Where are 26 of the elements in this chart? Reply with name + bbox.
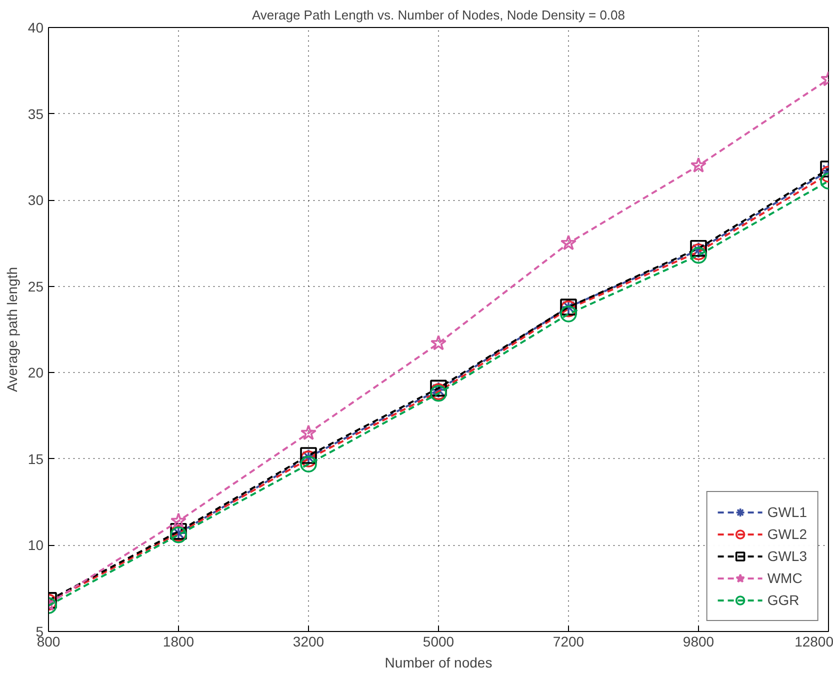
point bbox=[300, 456, 317, 472]
x-axis-title: Number of nodes bbox=[384, 654, 492, 670]
x-tick-label: 7200 bbox=[552, 634, 584, 650]
legend-label: WMC bbox=[767, 570, 802, 586]
legend-label: GWL1 bbox=[767, 504, 807, 520]
y-tick-label: 40 bbox=[28, 20, 44, 36]
legend-label: GGR bbox=[767, 592, 800, 608]
y-tick-label: 25 bbox=[28, 278, 44, 294]
point bbox=[560, 306, 577, 322]
point bbox=[300, 424, 317, 440]
y-tick-label: 35 bbox=[28, 106, 44, 122]
legend-label: GWL2 bbox=[767, 526, 807, 542]
x-tick-label: 5000 bbox=[422, 634, 454, 650]
chart-title: Average Path Length vs. Number of Nodes, Node Density = 0.08 bbox=[252, 8, 626, 22]
y-tick-label: 20 bbox=[28, 364, 44, 381]
point bbox=[560, 234, 577, 250]
y-tick-label: 10 bbox=[28, 537, 44, 554]
x-tick-label: 3200 bbox=[292, 634, 324, 650]
y-tick-label: 15 bbox=[28, 450, 44, 467]
x-tick-label: 12800 bbox=[794, 634, 833, 650]
legend-label: GWL3 bbox=[767, 548, 807, 564]
x-tick-label: 1800 bbox=[162, 634, 194, 650]
x-tick-label: 9800 bbox=[682, 634, 714, 650]
point bbox=[430, 334, 447, 350]
y-tick-label: 30 bbox=[28, 192, 44, 208]
y-axis-title: Average path length bbox=[4, 266, 20, 392]
